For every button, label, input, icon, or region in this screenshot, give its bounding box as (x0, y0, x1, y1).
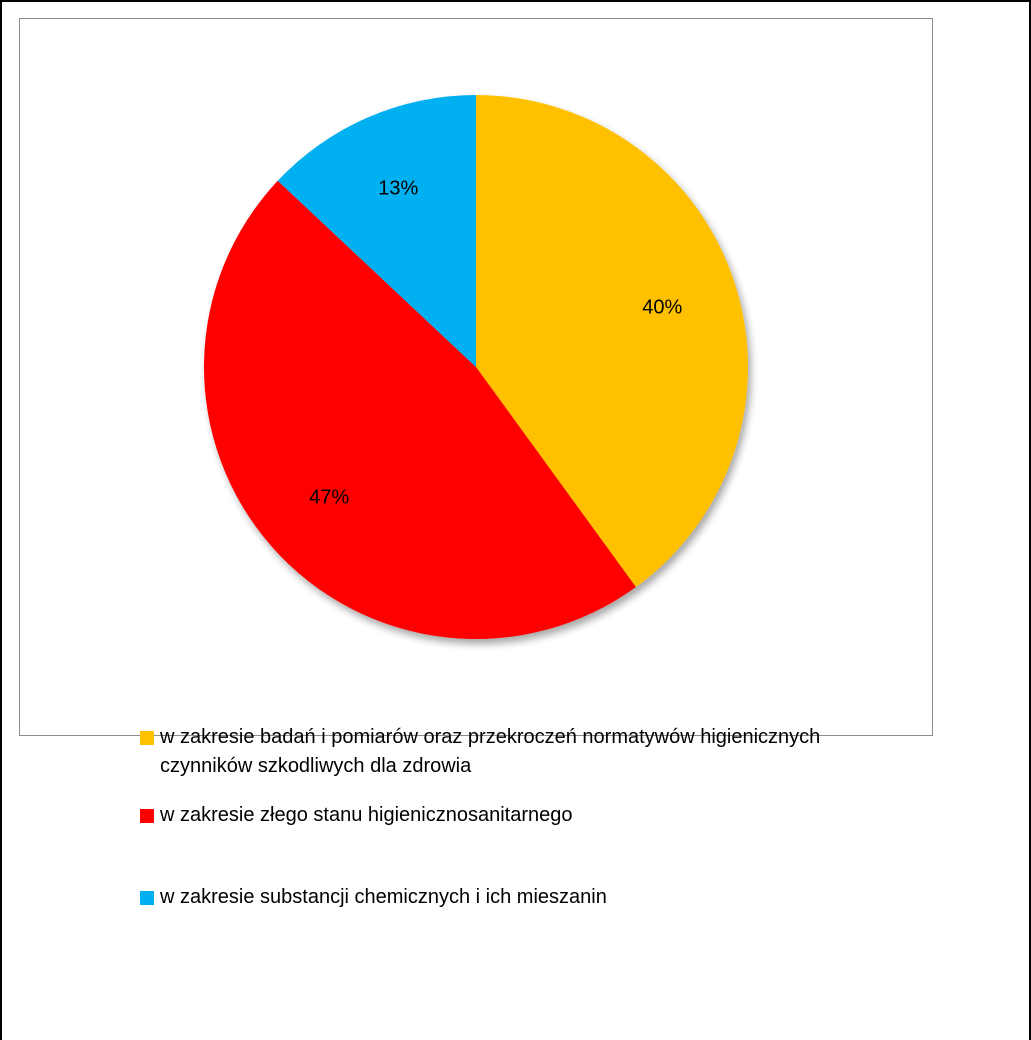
legend-item-stan: w zakresie złego stanu higienicznosanita… (140, 801, 880, 830)
legend-label-stan: w zakresie złego stanu higienicznosanita… (160, 804, 573, 826)
legend-swatch-badania (140, 731, 154, 745)
data-label-stan: 47% (309, 487, 349, 509)
legend-swatch-stan (140, 809, 154, 823)
legend-swatch-substancje (140, 891, 154, 905)
pie-slice-stan (204, 180, 636, 639)
pie-slice-badania (476, 95, 748, 588)
pie-slice-substancje (277, 95, 476, 367)
legend-label-substancje: w zakresie substancji chemicznych i ich … (160, 886, 607, 908)
legend-label-badania: w zakresie badań i pomiarów oraz przekro… (160, 726, 832, 777)
legend-item-badania: w zakresie badań i pomiarów oraz przekro… (140, 723, 880, 781)
data-label-substancje: 13% (378, 177, 418, 199)
legend-item-substancje: w zakresie substancji chemicznych i ich … (140, 883, 880, 912)
data-label-badania: 40% (642, 296, 682, 318)
